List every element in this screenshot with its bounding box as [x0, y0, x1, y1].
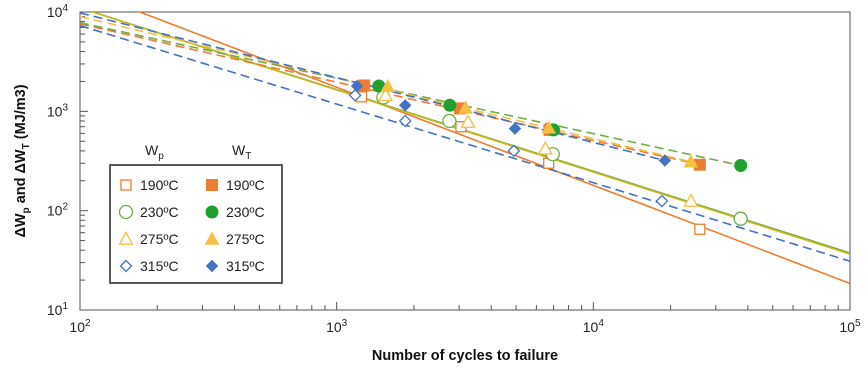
data-point	[350, 79, 364, 93]
legend-box	[109, 164, 283, 284]
y-tick-label: 103	[47, 102, 69, 119]
legend-header-wt: WT	[232, 142, 251, 162]
data-point	[655, 194, 669, 208]
legend-marker	[119, 259, 133, 273]
series-wp-diamond	[348, 88, 669, 208]
data-point	[442, 113, 457, 129]
data-point	[694, 223, 706, 235]
legend-header-wp: Wp	[145, 142, 164, 162]
data-point	[460, 114, 476, 128]
legend-label: 315ºC	[226, 258, 265, 274]
legend-label: 275ºC	[140, 231, 179, 247]
data-point	[458, 100, 473, 114]
data-point	[537, 140, 553, 155]
trendline	[137, 12, 850, 285]
trendline	[80, 23, 701, 166]
data-point	[734, 158, 748, 172]
data-point	[683, 193, 699, 207]
data-point	[733, 211, 748, 226]
data-point	[380, 78, 396, 93]
x-tick-label: 102	[69, 318, 91, 335]
series-wt-diamond	[350, 79, 672, 167]
legend: Wp WT 190ºC 230ºC 275ºC 315ºC 190ºC 230ºC 275º…	[109, 142, 283, 284]
data-point	[508, 122, 522, 135]
data-point	[658, 154, 672, 167]
trendline	[80, 21, 741, 167]
y-tick-label: 101	[47, 301, 69, 318]
data-point	[348, 88, 362, 102]
legend-label: 230ºC	[226, 204, 265, 220]
data-point	[399, 99, 412, 112]
plot-frame	[79, 11, 851, 311]
legend-marker	[206, 179, 218, 191]
legend-label: 190ºC	[140, 177, 179, 193]
x-axis-title: Number of cycles to failure	[372, 348, 558, 364]
legend-marker	[205, 259, 219, 273]
data-point	[377, 87, 394, 102]
data-points	[348, 78, 748, 235]
data-point	[398, 114, 412, 128]
legend-marker	[118, 231, 134, 245]
series-wp-circle	[376, 90, 748, 226]
y-tick-label: 102	[47, 202, 69, 219]
series-wt-triangle	[380, 78, 699, 168]
x-tick-label: 104	[583, 318, 605, 335]
legend-label: 230ºC	[140, 204, 179, 220]
data-point	[507, 144, 521, 158]
y-axis-title: ΔWp and ΔWT (MJ/m3)	[13, 84, 32, 237]
axes	[79, 11, 851, 311]
legend-label: 275ºC	[226, 231, 265, 247]
data-point	[683, 154, 699, 168]
legend-marker	[205, 205, 219, 219]
x-tick-label: 105	[839, 318, 861, 335]
data-point	[443, 98, 457, 112]
data-point	[541, 120, 557, 134]
legend-marker	[120, 179, 132, 191]
legend-label: 315ºC	[140, 258, 179, 274]
legend-label: 190ºC	[226, 177, 265, 193]
legend-entries: 190ºC 230ºC 275ºC 315ºC 190ºC 230ºC 275ºC 315ºC	[118, 177, 265, 274]
legend-marker	[204, 231, 220, 245]
x-tick-label: 103	[326, 318, 348, 335]
y-tick-label: 104	[47, 3, 69, 20]
series-wp-triangle	[377, 87, 699, 207]
legend-marker	[118, 204, 134, 220]
trendline	[80, 24, 850, 262]
